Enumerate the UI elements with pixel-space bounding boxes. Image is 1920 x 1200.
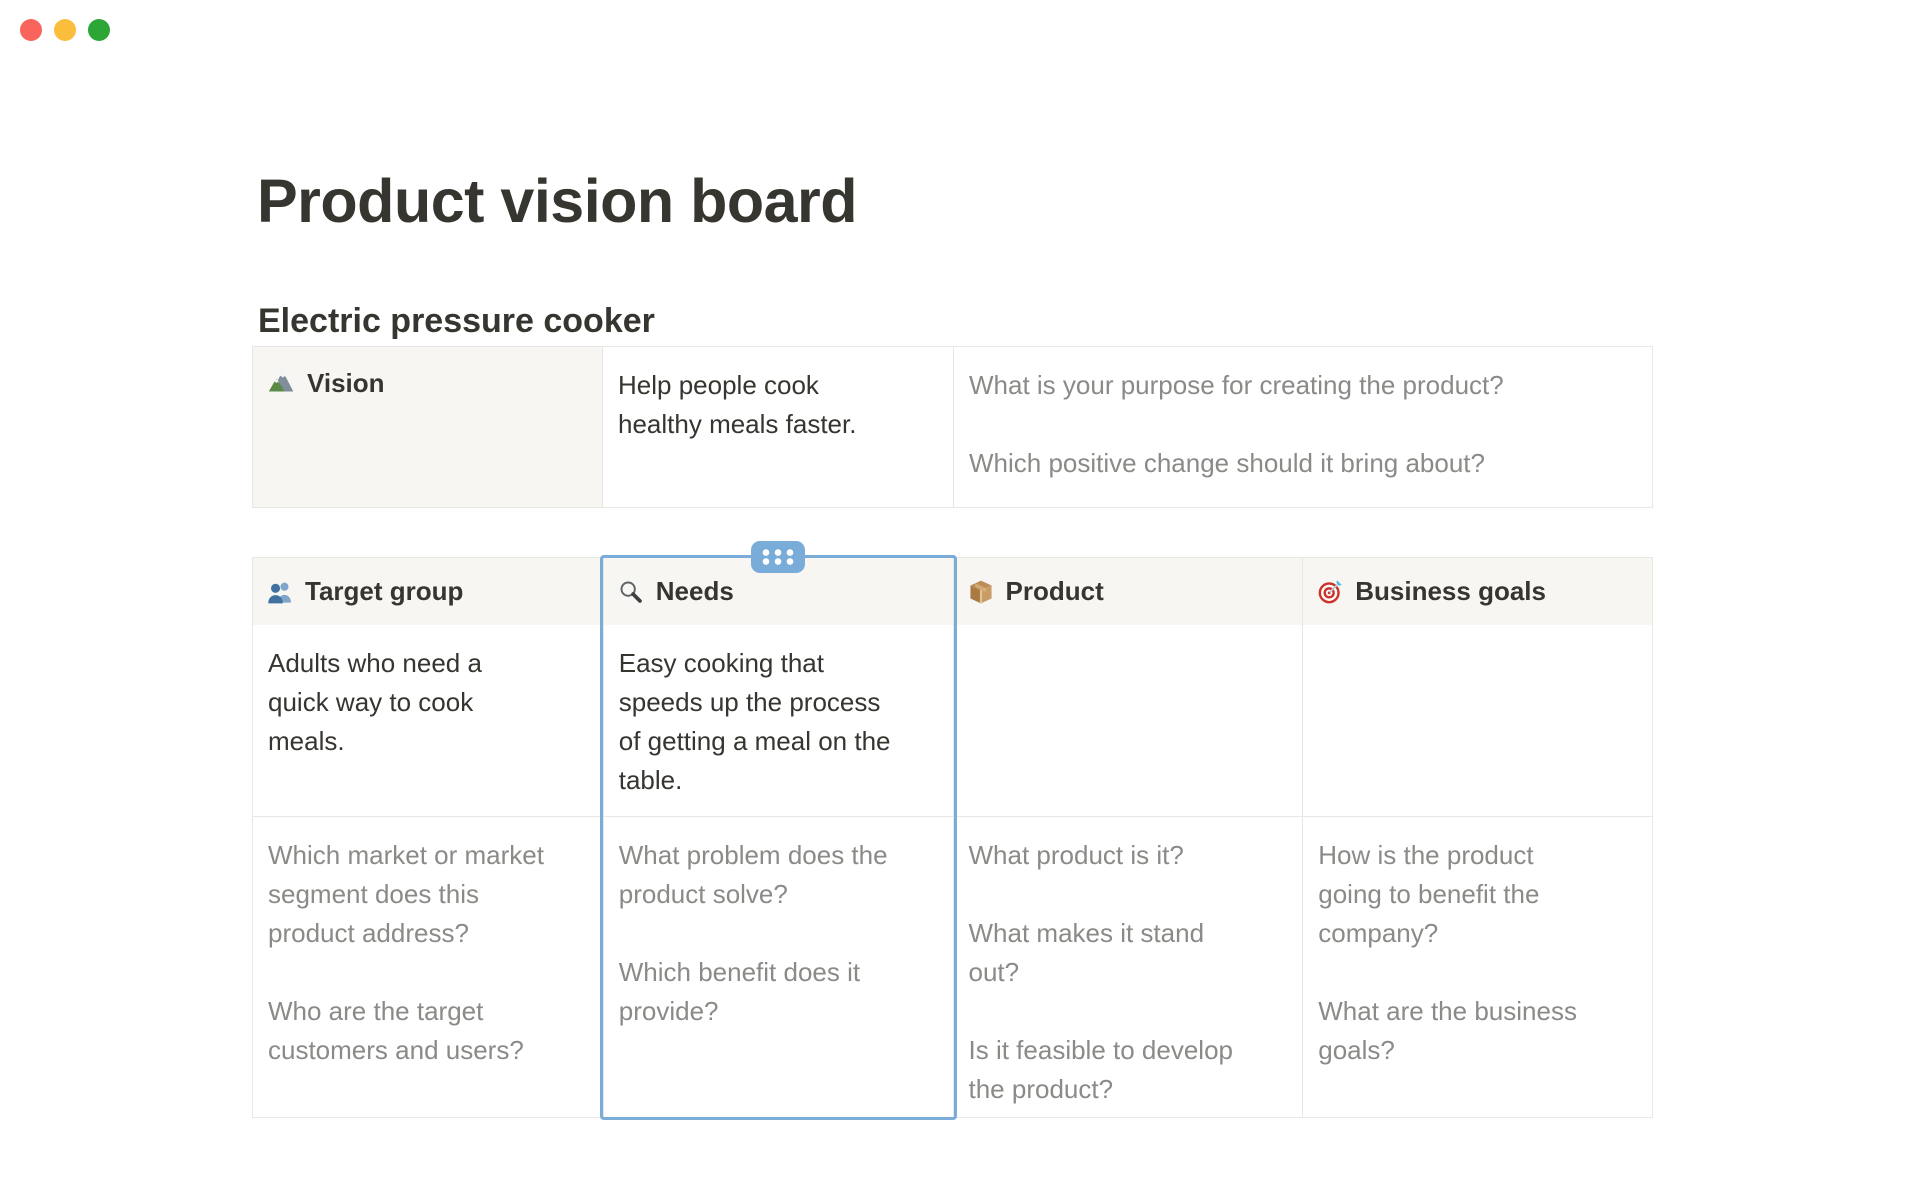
vision-header-label: Vision: [307, 368, 385, 398]
vision-table: Vision Help people cook healthy meals fa…: [252, 346, 1653, 508]
prompt-text: What are the business goals?: [1318, 996, 1577, 1065]
prompt-text: Which benefit does it provide?: [618, 957, 861, 1026]
column-header-label: Target group: [305, 576, 464, 606]
column-header-target-group[interactable]: Target group: [253, 558, 603, 625]
zoom-window-button[interactable]: [88, 19, 110, 41]
column-header-label: Needs: [655, 576, 734, 606]
vision-statement-cell[interactable]: Help people cook healthy meals faster.: [602, 347, 953, 507]
column-header-label: Business goals: [1355, 576, 1546, 606]
prompt-text: What makes it stand out?: [968, 918, 1205, 987]
prompt-cell-target-group[interactable]: Which market or market segment does this…: [253, 816, 603, 1117]
entry-cell-needs[interactable]: Easy cooking that speeds up the process …: [602, 625, 953, 816]
page-title[interactable]: Product vision board: [257, 166, 858, 235]
prompt-cell-product[interactable]: What product is it? What makes it stand …: [952, 816, 1303, 1117]
column-header-business-goals[interactable]: Business goals: [1302, 558, 1652, 625]
target-icon: [1317, 579, 1343, 605]
page-subtitle[interactable]: Electric pressure cooker: [258, 302, 655, 341]
prompt-text: Which market or market segment does this…: [268, 840, 544, 948]
entry-text: Easy cooking that speeds up the process …: [618, 648, 891, 795]
entry-cell-target-group[interactable]: Adults who need a quick way to cook meal…: [253, 625, 603, 816]
package-icon: [968, 579, 994, 605]
drag-dots-icon: [762, 549, 794, 565]
prompt-cell-needs[interactable]: What problem does the product solve? Whi…: [602, 816, 953, 1117]
vision-statement: Help people cook healthy meals faster.: [618, 370, 857, 439]
prompt-text: Who are the target customers and users?: [268, 996, 524, 1065]
prompt-text: Is it feasible to develop the product?: [968, 1035, 1234, 1104]
people-icon: [267, 579, 293, 605]
close-window-button[interactable]: [20, 19, 42, 41]
window-controls: [20, 19, 110, 41]
minimize-window-button[interactable]: [54, 19, 76, 41]
entry-cell-business-goals[interactable]: [1302, 625, 1652, 816]
mountain-icon: [268, 367, 295, 394]
board-table: Target group Needs Product: [252, 541, 1653, 1120]
vision-prompt: Which positive change should it bring ab…: [969, 448, 1485, 478]
vision-prompt: What is your purpose for creating the pr…: [969, 370, 1504, 400]
column-header-product[interactable]: Product: [952, 558, 1303, 625]
prompt-text: What problem does the product solve?: [618, 840, 888, 909]
prompt-text: What product is it?: [968, 840, 1184, 870]
vision-prompts-cell[interactable]: What is your purpose for creating the pr…: [953, 347, 1652, 507]
entry-cell-product[interactable]: [952, 625, 1303, 816]
entry-text: Adults who need a quick way to cook meal…: [268, 648, 482, 756]
vision-header-cell[interactable]: Vision: [253, 347, 602, 507]
column-drag-handle[interactable]: [751, 541, 805, 573]
magnifier-icon: [618, 579, 644, 605]
prompt-cell-business-goals[interactable]: How is the product going to benefit the …: [1302, 816, 1652, 1117]
column-header-label: Product: [1005, 576, 1104, 606]
prompt-text: How is the product going to benefit the …: [1318, 840, 1540, 948]
